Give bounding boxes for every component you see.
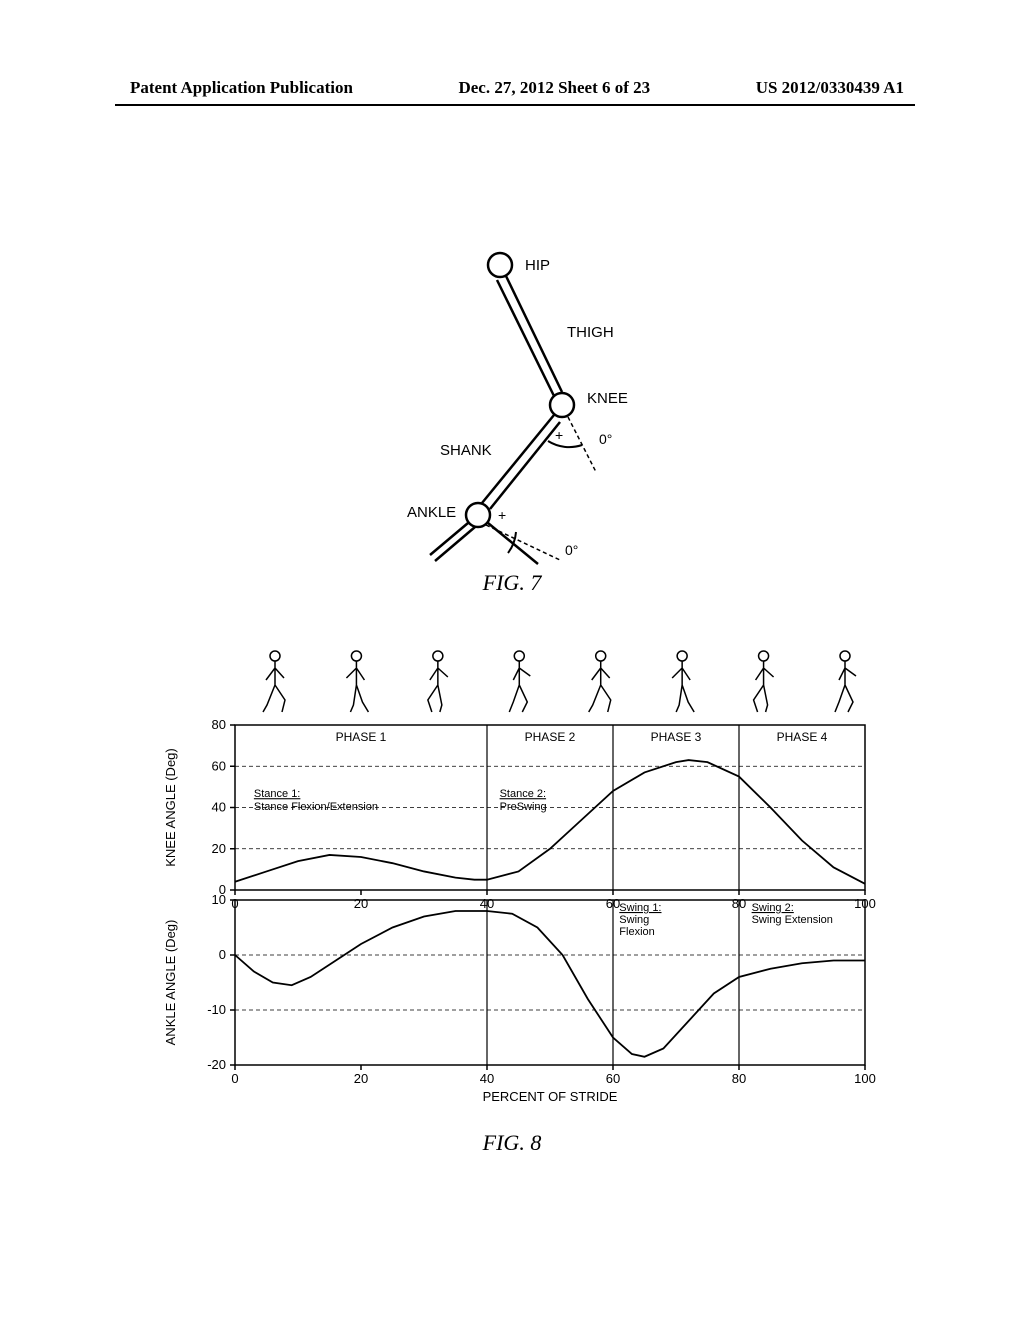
gait-figure: [754, 651, 774, 712]
ankle-xtick-label: 80: [732, 1071, 746, 1086]
stance2-title: Stance 2:: [500, 788, 546, 800]
header-center: Dec. 27, 2012 Sheet 6 of 23: [458, 78, 650, 98]
ankle-ytick-label: 0: [219, 947, 226, 962]
xlabel: PERCENT OF STRIDE: [483, 1089, 618, 1104]
gait-figure: [428, 651, 448, 712]
knee-plus: +: [555, 427, 563, 443]
phase-label: PHASE 4: [777, 730, 828, 744]
ankle-joint: [466, 503, 490, 527]
ankle-xtick-label: 20: [354, 1071, 368, 1086]
knee-ytick-label: 80: [212, 717, 226, 732]
fig7-diagram: HIP THIGH KNEE 0° + SHANK ANKLE 0° +: [355, 245, 715, 575]
figure-7: HIP THIGH KNEE 0° + SHANK ANKLE 0° +: [355, 245, 715, 575]
knee-zero-ref: [568, 417, 596, 472]
ankle-xtick-label: 100: [854, 1071, 876, 1086]
knee-joint: [550, 393, 574, 417]
knee-zero-label: 0°: [599, 431, 612, 447]
knee-arc: [548, 441, 582, 447]
phase-label: PHASE 2: [525, 730, 576, 744]
ankle-curve: [235, 911, 865, 1057]
hip-joint: [488, 253, 512, 277]
phase-label: PHASE 3: [651, 730, 702, 744]
gait-figure: [263, 651, 285, 712]
knee-curve: [235, 760, 865, 884]
hip-label: HIP: [525, 257, 550, 274]
swing1-text2: Flexion: [619, 926, 654, 938]
knee-ytick-label: 20: [212, 841, 226, 856]
gait-figure: [589, 651, 611, 712]
knee-label: KNEE: [587, 390, 628, 407]
header-left: Patent Application Publication: [130, 78, 353, 98]
gait-figure: [835, 651, 856, 712]
figure-8: 0 20 40 60 80 0 20 40 60 80 100 PHASE 1 PHASE 2 PHASE…: [145, 640, 885, 1130]
swing1-text1: Swing: [619, 914, 649, 926]
knee-ytick-label: 60: [212, 758, 226, 773]
ankle-ytick-label: -10: [207, 1002, 226, 1017]
shank-line-2: [490, 422, 560, 509]
ankle-label: ANKLE: [407, 504, 456, 521]
fig8-chart: 0 20 40 60 80 0 20 40 60 80 100 PHASE 1 PHASE 2 PHASE…: [145, 640, 885, 1130]
ankle-zero-label: 0°: [565, 542, 578, 558]
header-right: US 2012/0330439 A1: [756, 78, 904, 98]
phase-label: PHASE 1: [336, 730, 387, 744]
thigh-line-2: [497, 280, 554, 396]
knee-ylabel: KNEE ANGLE (Deg): [163, 748, 178, 867]
foot-line-3: [435, 527, 475, 561]
stance2-text: PreSwing: [500, 801, 547, 813]
ankle-xtick-label: 0: [231, 1071, 238, 1086]
fig7-caption: FIG. 7: [0, 570, 1024, 596]
stance1-text: Stance Flexion/Extension: [254, 801, 378, 813]
header-rule: [115, 104, 915, 106]
ankle-xtick-label: 60: [606, 1071, 620, 1086]
knee-ytick-label: 40: [212, 800, 226, 815]
ankle-ytick-label: 10: [212, 892, 226, 907]
thigh-label: THIGH: [567, 324, 614, 341]
fig8-caption: FIG. 8: [0, 1130, 1024, 1156]
ankle-xtick-label: 40: [480, 1071, 494, 1086]
swing2-title: Swing 2:: [752, 902, 794, 914]
swing2-text: Swing Extension: [752, 914, 833, 926]
swing1-title: Swing 1:: [619, 902, 661, 914]
page-header: Patent Application Publication Dec. 27, …: [0, 78, 1024, 98]
shank-line-1: [482, 415, 554, 503]
gait-figure: [672, 651, 694, 712]
gait-figure: [509, 651, 530, 712]
ankle-ylabel: ANKLE ANGLE (Deg): [163, 920, 178, 1046]
knee-xtick-label: 20: [354, 896, 368, 911]
gait-figure: [346, 651, 368, 712]
shank-label: SHANK: [440, 442, 492, 459]
ankle-ytick-label: -20: [207, 1057, 226, 1072]
ankle-plus: +: [498, 507, 506, 523]
stance1-title: Stance 1:: [254, 788, 300, 800]
thigh-line-1: [506, 276, 562, 392]
